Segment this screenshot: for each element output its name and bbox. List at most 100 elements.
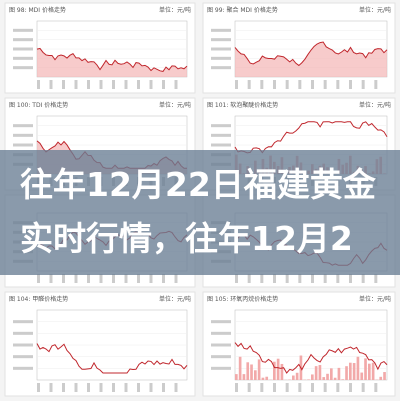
tick-decor — [211, 355, 231, 359]
tick-decor — [13, 47, 33, 51]
x-label-decor — [124, 383, 128, 392]
x-label-decor — [311, 80, 314, 89]
bar-decor — [318, 365, 322, 380]
bar-decor — [360, 372, 364, 380]
x-label-decor — [49, 80, 53, 89]
x-label-decor — [323, 274, 327, 283]
bar-decor — [330, 368, 333, 380]
x-label-decor — [149, 274, 153, 283]
tick-decor — [211, 124, 231, 128]
tick-decor — [211, 343, 231, 347]
x-label-decor — [174, 80, 178, 89]
x-label-decor — [260, 383, 264, 392]
tick-decor — [13, 56, 33, 60]
bar-decor — [261, 377, 265, 380]
line-decor — [234, 342, 388, 374]
x-label-decor — [149, 383, 153, 392]
tick-decor — [211, 47, 231, 51]
panel-unit: 单位：元/吨 — [359, 6, 391, 14]
x-label-decor — [247, 274, 251, 283]
x-label-decor — [273, 80, 276, 89]
bar-decor — [242, 374, 246, 380]
x-label-decor — [247, 383, 251, 392]
bar-decor — [371, 362, 375, 380]
x-label-decor — [349, 383, 352, 392]
bar-decor — [254, 370, 257, 380]
overlay-title: 实时行情，往年12月2 — [20, 219, 353, 258]
bar-decor — [364, 358, 367, 380]
x-label-decor — [361, 80, 365, 89]
bar-decor — [379, 376, 383, 380]
x-label-decor — [99, 80, 103, 89]
x-label-decor — [298, 274, 302, 283]
tick-decor — [211, 320, 231, 324]
bar-decor — [307, 379, 310, 380]
x-label-decor — [99, 383, 103, 392]
x-label-decor — [87, 383, 90, 392]
line-decor — [36, 343, 188, 374]
x-label-decor — [49, 274, 53, 283]
bar-decor — [235, 374, 238, 380]
x-label-decor — [37, 383, 40, 392]
x-label-decor — [323, 383, 327, 392]
tick-decor — [13, 366, 33, 370]
x-label-decor — [273, 383, 276, 392]
tick-decor — [13, 331, 33, 335]
x-label-decor — [273, 274, 276, 283]
x-label-decor — [162, 80, 165, 89]
tick-decor — [13, 38, 33, 42]
x-label-decor — [174, 274, 178, 283]
x-label-decor — [260, 80, 264, 89]
x-label-decor — [49, 383, 53, 392]
x-label-decor — [374, 80, 378, 89]
x-label-decor — [162, 383, 165, 392]
line-decor — [234, 41, 388, 67]
tick-decor — [13, 66, 33, 70]
x-label-decor — [124, 80, 128, 89]
x-label-decor — [247, 80, 251, 89]
panel-unit: 单位：元/吨 — [159, 295, 191, 303]
x-label-decor — [235, 80, 238, 89]
x-label-decor — [260, 274, 264, 283]
x-label-decor — [374, 383, 378, 392]
x-label-decor — [37, 80, 40, 89]
x-label-decor — [74, 80, 78, 89]
bar-decor — [383, 372, 386, 380]
tick-decor — [13, 143, 33, 147]
x-label-decor — [336, 274, 340, 283]
x-label-decor — [285, 274, 289, 283]
bar-decor — [314, 366, 318, 380]
bar-decor — [265, 376, 269, 380]
line-decor — [36, 47, 188, 72]
x-label-decor — [137, 80, 140, 89]
panel-unit: 单位：元/吨 — [359, 295, 391, 303]
x-label-decor — [74, 274, 78, 283]
x-label-decor — [374, 274, 378, 283]
panel-unit: 单位：元/吨 — [159, 101, 191, 109]
x-label-decor — [112, 383, 115, 392]
bar-decor — [345, 366, 348, 380]
x-label-decor — [336, 383, 340, 392]
x-label-decor — [62, 383, 65, 392]
bar-decor — [349, 362, 352, 380]
x-label-decor — [285, 80, 289, 89]
x-label-decor — [124, 274, 128, 283]
bar-decor — [246, 362, 250, 380]
x-label-decor — [235, 383, 238, 392]
x-label-decor — [174, 383, 178, 392]
area-decor — [37, 48, 187, 77]
x-label-decor — [298, 383, 302, 392]
tick-decor — [211, 331, 231, 335]
x-label-decor — [323, 80, 327, 89]
tick-decor — [13, 124, 33, 128]
x-label-decor — [87, 274, 90, 283]
bar-decor — [356, 356, 360, 380]
tick-decor — [13, 355, 33, 359]
tick-decor — [13, 343, 33, 347]
x-label-decor — [336, 80, 340, 89]
tick-decor — [211, 133, 231, 137]
bar-decor — [276, 358, 280, 380]
panel-title: 图 105: 环氧丙烷价格走势 — [207, 295, 278, 303]
bar-decor — [257, 359, 261, 380]
